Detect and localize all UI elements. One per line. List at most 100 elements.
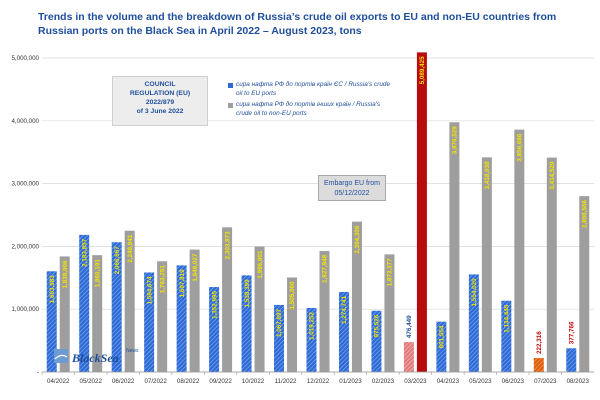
bar-non-eu [157,261,168,372]
bar-non-eu [351,221,362,372]
x-tick-label: 05/2022 [80,378,103,385]
data-label-non-eu: 3,976,529 [452,126,459,155]
bar-non-eu [579,196,590,372]
data-label-eu: 1,538,399 [244,279,251,308]
x-tick-label: 09/2022 [209,378,232,385]
bar-non-eu [514,129,525,372]
blacksea-logo-icon [54,349,68,363]
data-label-eu: 975,526 [374,314,381,337]
x-tick-label: 01/2023 [339,378,362,385]
data-label-non-eu: 2,394,306 [354,225,361,254]
bar-eu [111,242,122,372]
bar-eu [338,291,349,372]
data-label-eu: 1,554,020 [471,278,478,307]
data-label-non-eu: 1,505,060 [289,281,296,310]
x-tick-label: 07/2022 [144,378,167,385]
x-tick-label: 08/2023 [567,378,590,385]
data-label-eu: 1,019,252 [309,311,316,340]
logo-news: News [126,348,139,354]
bar-eu [144,272,155,372]
data-label-eu: 801,554 [439,325,446,348]
legend-line: сира нафта РФ до портів інших країн / Ru… [236,101,381,108]
bar-eu [371,310,382,372]
bar-non-eu [319,250,330,372]
bar-eu [306,307,317,372]
data-label-non-eu: 2,800,506 [581,200,588,229]
data-label-eu: 377,766 [568,321,575,344]
x-tick-label: 11/2022 [275,378,297,385]
y-tick-label: 1,000,000 [11,306,39,313]
bar-non-eu [189,249,200,372]
x-tick-label: 05/2023 [469,378,492,385]
data-label-eu: 1,697,819 [179,269,186,298]
data-label-non-eu: 1,949,027 [192,253,199,282]
data-label-eu: 476,449 [406,315,413,338]
bar-eu [46,271,57,372]
bar-non-eu [416,52,427,373]
data-label-non-eu: 3,418,038 [484,161,491,190]
data-label-non-eu: 2,249,841 [127,234,134,263]
y-tick-label: 3,000,000 [11,181,39,188]
bar-eu [501,300,512,372]
logo-name: BlackSea [72,351,119,365]
bar-eu [209,287,220,372]
legend-swatch-non-eu [228,103,233,108]
y-tick-label: 4,000,000 [11,118,39,125]
council-line: 2022/879 [145,99,175,106]
data-label-non-eu: 3,859,686 [517,133,524,162]
data-label-eu: 1,352,995 [211,291,218,320]
data-label-eu: 1,603,983 [49,275,56,304]
y-tick-label: 5,000,000 [11,55,39,62]
embargo-line: 05/12/2022 [334,189,370,197]
data-label-non-eu: 3,414,520 [549,161,556,190]
data-label-eu: 2,066,667 [114,246,121,275]
bar-eu [176,265,187,372]
bar-eu [403,342,414,372]
x-tick-label: 08/2022 [177,378,200,385]
data-label-non-eu: 1,927,948 [322,254,329,283]
legend-line: сира нафта РФ до портів країн ЄС / Russi… [236,81,391,88]
bar-eu [274,304,285,372]
bar-non-eu [287,277,298,372]
bar-eu [533,358,544,372]
embargo-note: Embargo EU from 05/12/2022 [318,175,386,201]
data-label-eu: 1,134,445 [504,304,511,333]
council-regulation-note: COUNCIL REGULATION (EU) 2022/879 of 3 Ju… [112,76,208,126]
data-label-eu: 222,316 [536,331,543,354]
bar-non-eu [222,227,233,372]
x-tick-label: 06/2022 [112,378,135,385]
bar-non-eu [254,246,265,372]
council-line: COUNCIL [144,81,176,88]
council-line: REGULATION (EU) [129,90,191,97]
legend-line: oil to EU ports [236,89,277,97]
data-label-non-eu: 1,860,191 [94,259,101,288]
bar-eu [79,234,90,372]
x-tick-label: 02/2023 [372,378,395,385]
data-label-non-eu: 1,839,906 [62,260,69,289]
council-line: of 3 June 2022 [136,108,184,115]
bar-eu [241,275,252,372]
legend-line: crude oil to non-EU ports [236,109,307,117]
data-label-non-eu: 1,763,251 [159,265,166,294]
y-tick-label: - [37,369,39,376]
bar-eu [468,274,479,372]
data-label-eu: 1,274,741 [341,295,348,324]
data-label-non-eu: 2,303,973 [224,231,231,260]
data-label-eu: 1,584,674 [146,276,153,305]
x-tick-label: 04/2023 [437,378,460,385]
data-label-eu: 1,067,897 [276,308,283,337]
x-tick-label: 10/2022 [242,378,265,385]
legend-item-eu: сира нафта РФ до портів країн ЄС / Russi… [236,81,426,98]
bar-non-eu [449,122,460,372]
legend-swatch-eu [228,83,233,88]
embargo-line: Embargo EU from [323,180,381,187]
data-label-non-eu: 1,996,901 [257,250,264,279]
bar-non-eu [384,254,395,372]
x-tick-label: 12/2022 [307,378,330,385]
bar-non-eu [124,230,135,372]
x-tick-label: 07/2023 [534,378,557,385]
x-tick-label: 03/2023 [404,378,427,385]
bar-non-eu [59,256,70,372]
blacksea-logo: BlackSea News [52,347,144,371]
